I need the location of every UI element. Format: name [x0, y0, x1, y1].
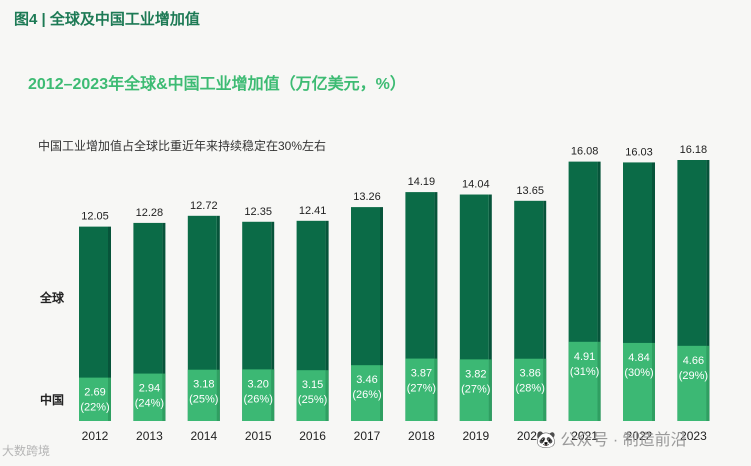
china-value-label-2022: 4.84: [628, 352, 649, 364]
x-tick-label-2013: 2013: [136, 429, 163, 443]
china-share-label-2013: (24%): [135, 398, 164, 410]
china-bar-shade-2012: [108, 378, 111, 421]
china-value-label-2021: 4.91: [574, 351, 595, 363]
china-value-label-2023: 4.66: [683, 355, 704, 367]
china-share-label-2020: (28%): [516, 383, 545, 395]
china-value-label-2019: 3.82: [465, 368, 486, 380]
global-value-label-2016: 12.41: [299, 205, 327, 217]
china-value-label-2016: 3.15: [302, 379, 323, 391]
china-value-label-2017: 3.46: [356, 374, 377, 386]
series-label-global: 全球: [39, 290, 65, 305]
x-tick-label-2019: 2019: [462, 429, 489, 443]
china-value-label-2018: 3.87: [411, 368, 432, 380]
china-share-label-2022: (30%): [624, 367, 653, 379]
china-value-label-2020: 3.86: [519, 368, 540, 380]
x-tick-label-2016: 2016: [299, 429, 326, 443]
x-tick-label-2012: 2012: [82, 429, 109, 443]
global-value-label-2021: 16.08: [571, 146, 599, 158]
china-share-label-2016: (25%): [298, 394, 327, 406]
china-share-label-2012: (22%): [80, 402, 109, 414]
china-bar-2012: [79, 378, 108, 421]
bar-chart: 全球中国 12.05 2.69 (22%) 2012 12.28 2.94 (24%) 2013…: [0, 0, 751, 466]
global-value-label-2012: 12.05: [81, 211, 109, 223]
china-share-label-2014: (25%): [189, 394, 218, 406]
x-tick-label-2014: 2014: [190, 429, 217, 443]
china-bar-shade-2022: [652, 343, 655, 421]
china-bar-shade-2023: [706, 346, 709, 421]
series-label-china: 中国: [40, 392, 64, 407]
global-value-label-2020: 13.65: [516, 185, 544, 197]
china-bar-shade-2021: [598, 342, 601, 421]
china-value-label-2013: 2.94: [139, 383, 160, 395]
china-share-label-2021: (31%): [570, 366, 599, 378]
global-value-label-2019: 14.04: [462, 179, 490, 191]
china-value-label-2015: 3.20: [247, 378, 268, 390]
china-share-label-2023: (29%): [679, 370, 708, 382]
watermark-right: 🐼 公众号 · 制造前沿: [536, 426, 687, 450]
china-value-label-2014: 3.18: [193, 379, 214, 391]
global-value-label-2015: 12.35: [244, 206, 272, 218]
china-share-label-2017: (26%): [352, 389, 381, 401]
x-tick-label-2017: 2017: [354, 429, 381, 443]
global-value-label-2022: 16.03: [625, 146, 653, 158]
global-value-label-2017: 13.26: [353, 191, 381, 203]
global-value-label-2013: 12.28: [136, 207, 164, 219]
china-share-label-2018: (27%): [407, 383, 436, 395]
x-tick-label-2018: 2018: [408, 429, 435, 443]
china-value-label-2012: 2.69: [84, 387, 105, 399]
watermark-left: 大数跨境: [2, 442, 50, 459]
global-value-label-2014: 12.72: [190, 200, 218, 212]
global-value-label-2023: 16.18: [680, 144, 708, 156]
china-share-label-2019: (27%): [461, 383, 490, 395]
china-share-label-2015: (26%): [244, 393, 273, 405]
global-value-label-2018: 14.19: [408, 176, 436, 188]
x-tick-label-2015: 2015: [245, 429, 272, 443]
